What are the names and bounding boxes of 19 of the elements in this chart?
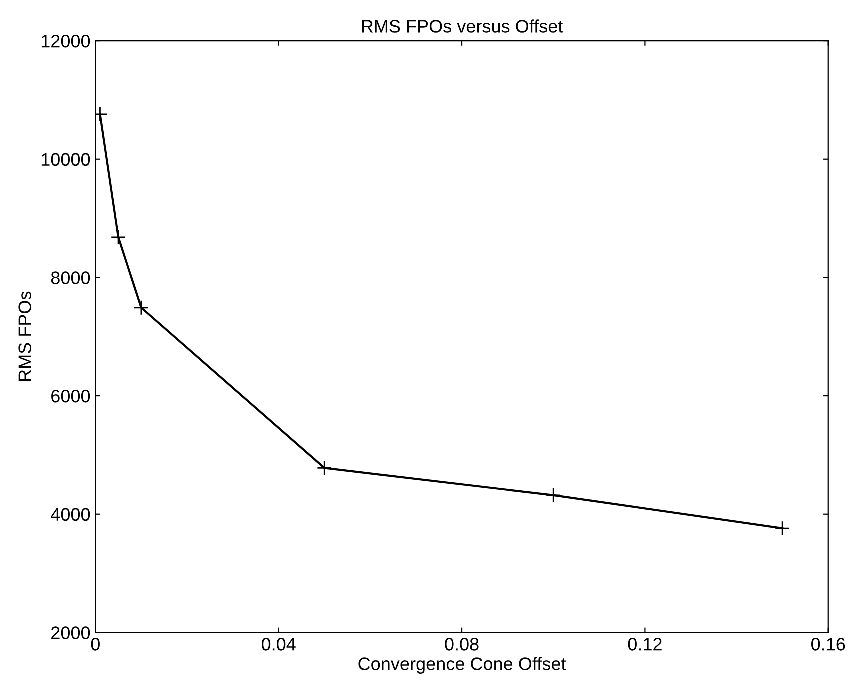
chart-title: RMS FPOs versus Offset <box>362 20 564 33</box>
x-tick-label: 0.16 <box>812 638 846 651</box>
x-axis-title: Convergence Cone Offset <box>358 657 566 674</box>
point <box>110 230 126 246</box>
x-tick-label: 0 <box>91 638 100 651</box>
y-tick-label: 12000 <box>42 34 90 48</box>
y-tick-label: 2000 <box>52 626 90 640</box>
x-tick-label: 0.12 <box>628 638 662 651</box>
y-tick-label: 6000 <box>52 390 90 403</box>
y-tick-label: 10000 <box>42 153 90 166</box>
point <box>774 520 790 536</box>
y-tick-label: 8000 <box>51 272 90 284</box>
point <box>134 300 150 316</box>
x-tick-label: 0.04 <box>262 638 296 651</box>
y-tick-label: 4000 <box>51 508 90 522</box>
point <box>546 488 562 504</box>
y-axis-title: RMS FPOs <box>18 292 32 382</box>
point <box>316 460 332 476</box>
x-tick-label: 0.08 <box>445 638 479 651</box>
